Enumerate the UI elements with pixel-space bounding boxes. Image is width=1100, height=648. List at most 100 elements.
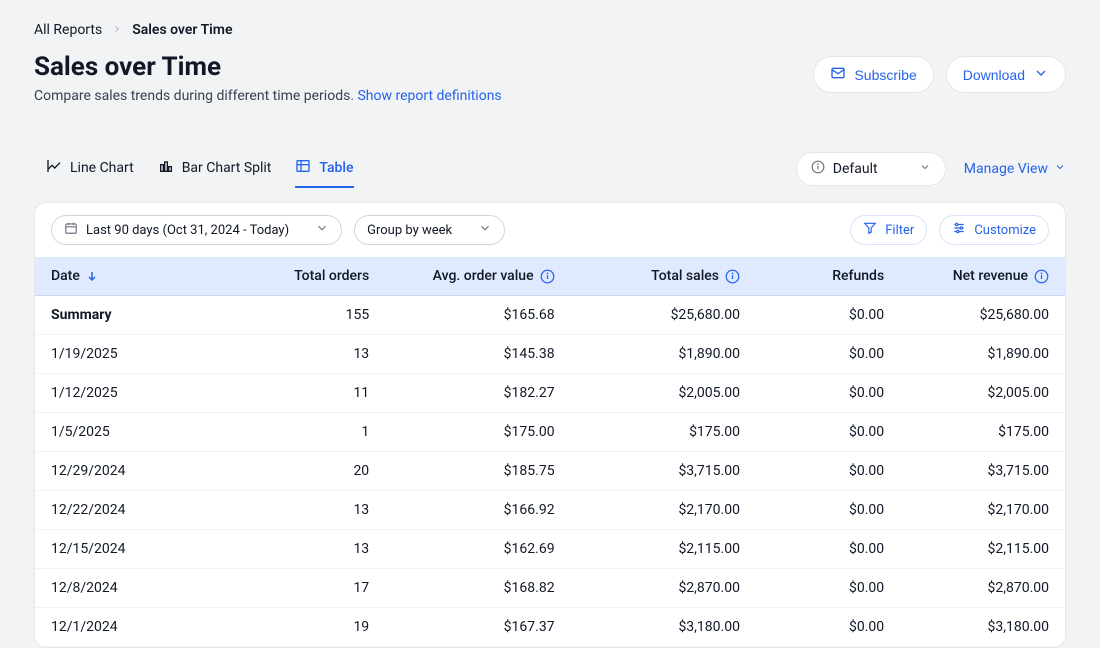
- cell-avg-order-value: $167.37: [385, 608, 570, 647]
- sort-desc-icon: [86, 270, 98, 282]
- cell-total-orders: 17: [241, 569, 385, 608]
- cell-net-revenue: $2,115.00: [900, 530, 1065, 569]
- tab-line-chart-label: Line Chart: [70, 160, 134, 176]
- chevron-down-icon: [478, 221, 492, 239]
- table-row: 12/22/202413$166.92$2,170.00$0.00$2,170.…: [35, 491, 1065, 530]
- table-icon: [295, 158, 311, 178]
- chevron-down-icon: [919, 161, 931, 177]
- group-by-selector[interactable]: Group by week: [354, 215, 505, 245]
- date-range-selector[interactable]: Last 90 days (Oct 31, 2024 - Today): [51, 215, 342, 245]
- cell-total-orders: 19: [241, 608, 385, 647]
- mail-icon: [830, 65, 846, 84]
- show-definitions-link[interactable]: Show report definitions: [357, 88, 501, 104]
- breadcrumb: All Reports Sales over Time: [34, 22, 1066, 38]
- subscribe-button[interactable]: Subscribe: [813, 56, 933, 93]
- cell-total-orders: 11: [241, 374, 385, 413]
- customize-label: Customize: [974, 223, 1036, 238]
- cell-avg-order-value: $145.38: [385, 335, 570, 374]
- cell-refunds: $0.00: [756, 413, 900, 452]
- tab-bar-chart-split[interactable]: Bar Chart Split: [158, 150, 272, 188]
- sliders-icon: [952, 221, 966, 239]
- manage-view-link[interactable]: Manage View: [964, 161, 1066, 177]
- col-header-avg-order-value-label: Avg. order value: [433, 268, 534, 284]
- line-chart-icon: [46, 158, 62, 178]
- chevron-right-icon: [112, 22, 122, 38]
- tab-line-chart[interactable]: Line Chart: [46, 150, 134, 188]
- cell-date: 1/12/2025: [35, 374, 241, 413]
- col-header-avg-order-value[interactable]: Avg. order value: [385, 257, 570, 296]
- cell-total-orders: 13: [241, 335, 385, 374]
- info-icon[interactable]: [1034, 269, 1049, 284]
- summary-avg-order-value: $165.68: [385, 296, 570, 335]
- info-icon[interactable]: [540, 269, 555, 284]
- summary-refunds: $0.00: [756, 296, 900, 335]
- cell-total-sales: $2,115.00: [571, 530, 756, 569]
- summary-net-revenue: $25,680.00: [900, 296, 1065, 335]
- breadcrumb-current: Sales over Time: [132, 22, 232, 38]
- subscribe-label: Subscribe: [854, 67, 916, 83]
- table-summary-row: Summary 155 $165.68 $25,680.00 $0.00 $25…: [35, 296, 1065, 335]
- cell-net-revenue: $2,870.00: [900, 569, 1065, 608]
- manage-view-label: Manage View: [964, 161, 1048, 177]
- cell-total-sales: $2,170.00: [571, 491, 756, 530]
- cell-date: 12/29/2024: [35, 452, 241, 491]
- col-header-total-orders[interactable]: Total orders: [241, 257, 385, 296]
- cell-total-sales: $2,005.00: [571, 374, 756, 413]
- cell-date: 12/22/2024: [35, 491, 241, 530]
- page-subtitle: Compare sales trends during different ti…: [34, 88, 502, 104]
- report-card: Last 90 days (Oct 31, 2024 - Today) Grou…: [34, 202, 1066, 648]
- summary-total-orders: 155: [241, 296, 385, 335]
- cell-avg-order-value: $162.69: [385, 530, 570, 569]
- cell-date: 12/15/2024: [35, 530, 241, 569]
- cell-refunds: $0.00: [756, 569, 900, 608]
- cell-date: 12/1/2024: [35, 608, 241, 647]
- filter-icon: [863, 221, 877, 239]
- chevron-down-icon: [1054, 161, 1066, 177]
- col-header-total-sales-label: Total sales: [651, 268, 719, 284]
- summary-label: Summary: [35, 296, 241, 335]
- cell-net-revenue: $175.00: [900, 413, 1065, 452]
- group-by-label: Group by week: [367, 223, 452, 238]
- filter-label: Filter: [885, 223, 914, 238]
- col-header-date[interactable]: Date: [35, 257, 241, 296]
- col-header-total-sales[interactable]: Total sales: [571, 257, 756, 296]
- chevron-down-icon: [315, 221, 329, 239]
- table-row: 1/5/20251$175.00$175.00$0.00$175.00: [35, 413, 1065, 452]
- cell-net-revenue: $3,715.00: [900, 452, 1065, 491]
- view-selector[interactable]: Default: [796, 152, 946, 186]
- tab-table-label: Table: [319, 160, 353, 176]
- cell-refunds: $0.00: [756, 530, 900, 569]
- cell-total-orders: 13: [241, 491, 385, 530]
- cell-avg-order-value: $166.92: [385, 491, 570, 530]
- breadcrumb-root[interactable]: All Reports: [34, 22, 102, 38]
- bar-chart-icon: [158, 158, 174, 178]
- calendar-icon: [64, 221, 78, 239]
- summary-total-sales: $25,680.00: [571, 296, 756, 335]
- cell-total-sales: $2,870.00: [571, 569, 756, 608]
- col-header-net-revenue[interactable]: Net revenue: [900, 257, 1065, 296]
- info-icon: [811, 160, 825, 178]
- cell-total-orders: 1: [241, 413, 385, 452]
- tab-table[interactable]: Table: [295, 150, 353, 188]
- download-button[interactable]: Download: [946, 56, 1066, 93]
- cell-total-orders: 20: [241, 452, 385, 491]
- cell-refunds: $0.00: [756, 335, 900, 374]
- view-selector-label: Default: [833, 161, 878, 177]
- col-header-total-orders-label: Total orders: [294, 268, 369, 284]
- cell-total-orders: 13: [241, 530, 385, 569]
- cell-refunds: $0.00: [756, 374, 900, 413]
- table-row: 12/15/202413$162.69$2,115.00$0.00$2,115.…: [35, 530, 1065, 569]
- sales-table: Date Total orders Avg. order value: [35, 257, 1065, 647]
- table-row: 12/1/202419$167.37$3,180.00$0.00$3,180.0…: [35, 608, 1065, 647]
- col-header-refunds[interactable]: Refunds: [756, 257, 900, 296]
- cell-net-revenue: $1,890.00: [900, 335, 1065, 374]
- table-row: 1/19/202513$145.38$1,890.00$0.00$1,890.0…: [35, 335, 1065, 374]
- col-header-net-revenue-label: Net revenue: [953, 268, 1028, 284]
- cell-refunds: $0.00: [756, 491, 900, 530]
- cell-avg-order-value: $175.00: [385, 413, 570, 452]
- cell-net-revenue: $2,005.00: [900, 374, 1065, 413]
- info-icon[interactable]: [725, 269, 740, 284]
- subtitle-text: Compare sales trends during different ti…: [34, 88, 357, 104]
- customize-button[interactable]: Customize: [939, 215, 1049, 245]
- filter-button[interactable]: Filter: [850, 215, 927, 245]
